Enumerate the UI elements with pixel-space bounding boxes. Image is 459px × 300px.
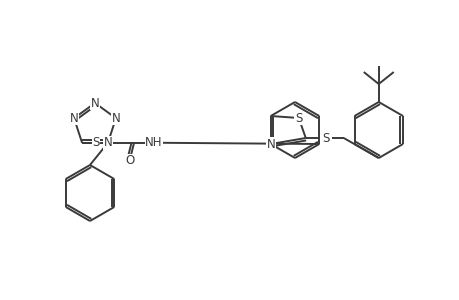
Text: N: N: [266, 137, 274, 151]
Text: N: N: [103, 136, 112, 149]
Text: S: S: [92, 136, 100, 149]
Text: NH: NH: [145, 136, 162, 149]
Text: N: N: [111, 112, 120, 125]
Text: N: N: [90, 97, 99, 110]
Text: N: N: [70, 112, 78, 125]
Text: S: S: [294, 112, 302, 124]
Text: O: O: [125, 154, 134, 167]
Text: S: S: [321, 131, 329, 145]
